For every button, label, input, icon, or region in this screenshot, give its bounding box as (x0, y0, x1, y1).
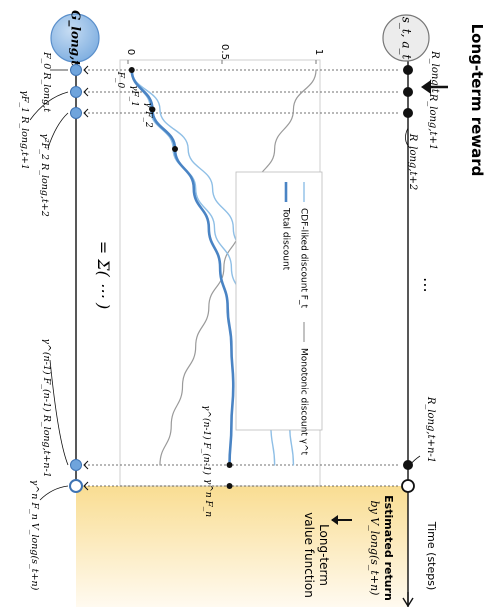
legend-box (235, 171, 323, 431)
timeline-ellipsis: ⋯ (416, 277, 435, 293)
discount-chart: 0 0.5 1 F_0 γF_1 γ²F_2 γ^(n-1) F_(n-1) γ^n F_n C… (115, 44, 324, 517)
return-node (70, 64, 82, 76)
discount-point (226, 462, 233, 468)
reward-label: R_long,t (429, 50, 440, 94)
reward-label: R_long,t+1 (427, 93, 438, 151)
time-axis-arrow-icon (402, 592, 414, 607)
estimated-return-sub: by V_long(s_t+n) (368, 501, 381, 596)
value-return-node (69, 479, 83, 493)
return-node (70, 86, 82, 98)
curve-label: γ²F_2 (143, 102, 153, 128)
reward-node (403, 460, 413, 470)
legend-cdf-label: CDF-liked discount F_t (299, 208, 309, 308)
reward-node (403, 87, 413, 97)
return-node (70, 459, 82, 471)
return-term-label: γ²F_2 R_long,t+2 (39, 133, 50, 217)
legend-monotonic-label: Monotonic discount γ^t (299, 348, 309, 456)
curve-label: γ^(n-1) F_(n-1) (201, 405, 212, 475)
return-nodes (69, 64, 83, 493)
return-term-label: γ^n F_n V_long(s_t+n) (29, 480, 40, 591)
estimated-return-label: Estimated return (382, 495, 395, 601)
discount-point (149, 106, 156, 113)
series-monotonic-line (159, 69, 317, 466)
discount-point (172, 146, 178, 152)
reward-callout (405, 127, 411, 149)
reward-label: R_long,t+2 (407, 133, 418, 191)
value-function-label: Long-term (317, 524, 331, 586)
return-term-label: γF_1 R_long,t+1 (19, 90, 30, 170)
value-function-sub: value function (302, 512, 316, 598)
terminal-state-node (401, 479, 415, 493)
long-term-reward-title: Long-term reward (468, 24, 486, 177)
value-tick-label: 0 (125, 49, 136, 55)
reward-label: R_long,t+n-1 (425, 396, 436, 463)
curve-label: γ^n F_n (203, 479, 213, 517)
curve-label: γF_1 (129, 85, 139, 107)
legend-total-label: Total discount (281, 207, 291, 271)
return-term-label: γ^(n-1) F_(n-1) R_long,t+n-1 (41, 338, 52, 478)
guide-lines (84, 69, 400, 487)
arrowheads (83, 65, 89, 491)
return-term-label: F_0 R_long,t (41, 51, 52, 112)
discount-point (128, 67, 135, 73)
state-action-label: s_t, a_t (400, 17, 414, 60)
return-node (70, 107, 82, 119)
reward-node (403, 65, 413, 75)
curve-label: F_0 (115, 71, 125, 89)
reward-callout (409, 455, 421, 466)
reward-nodes (401, 65, 415, 493)
g-long-node (50, 13, 100, 63)
state-action-node (382, 14, 430, 62)
reward-node (403, 108, 413, 118)
value-tick-label: 0.5 (219, 44, 230, 60)
value-tick-label: 1 (313, 49, 324, 55)
g-long-label: G_long,t (68, 10, 83, 66)
down-arrow-icon (421, 80, 448, 94)
sum-expression: = Σ( ⋯ ) (94, 241, 113, 309)
time-axis-label: Time (steps) (425, 521, 438, 591)
value-function-region (76, 486, 408, 607)
up-arrow-icon (331, 515, 352, 525)
series-total-line (130, 68, 235, 467)
return-callouts (29, 69, 69, 501)
discount-point (226, 483, 233, 489)
